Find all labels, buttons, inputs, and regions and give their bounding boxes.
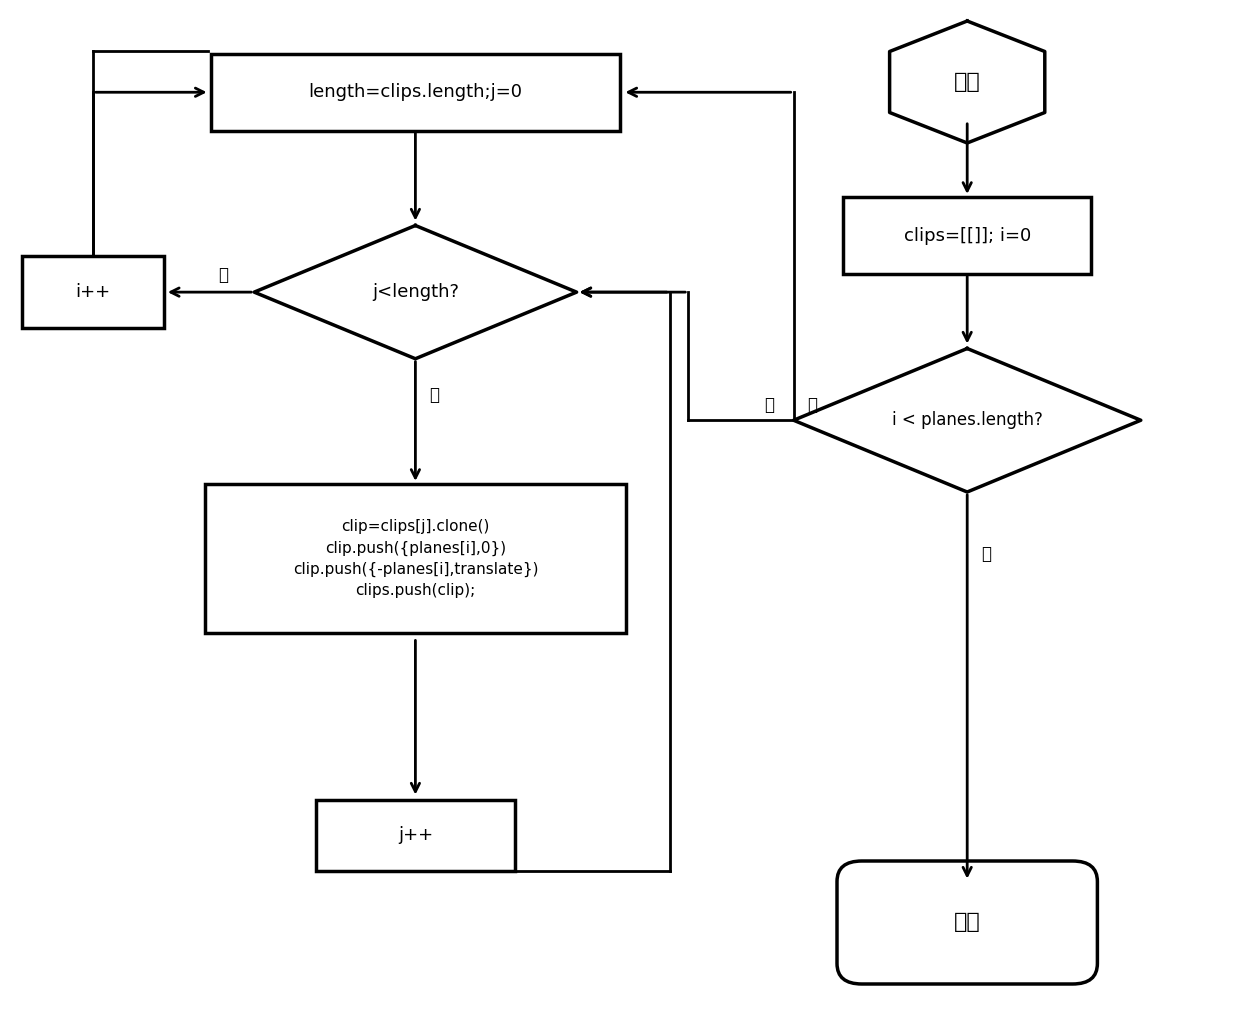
FancyBboxPatch shape: [316, 800, 515, 871]
Text: 否: 否: [218, 265, 228, 284]
Text: j<length?: j<length?: [372, 283, 459, 301]
Polygon shape: [889, 20, 1045, 142]
Text: clip=clips[j].clone()
clip.push({planes[i],0})
clip.push({-planes[i],translate}): clip=clips[j].clone() clip.push({planes[…: [293, 520, 538, 598]
Text: j++: j++: [398, 826, 433, 845]
Text: 是: 是: [764, 396, 774, 414]
Polygon shape: [794, 348, 1141, 492]
FancyBboxPatch shape: [21, 256, 164, 328]
Text: 是: 是: [429, 385, 439, 404]
Text: length=clips.length;j=0: length=clips.length;j=0: [309, 83, 522, 101]
FancyBboxPatch shape: [211, 53, 620, 130]
Text: 否: 否: [981, 544, 991, 563]
Text: i < planes.length?: i < planes.length?: [892, 411, 1043, 429]
FancyBboxPatch shape: [837, 861, 1097, 984]
Text: 开始: 开始: [954, 72, 981, 92]
Text: 是: 是: [807, 396, 817, 414]
FancyBboxPatch shape: [205, 485, 626, 632]
Polygon shape: [254, 226, 577, 359]
Text: i++: i++: [76, 283, 110, 301]
Text: clips=[[]]; i=0: clips=[[]]; i=0: [904, 227, 1030, 245]
Text: 结束: 结束: [954, 912, 981, 933]
FancyBboxPatch shape: [843, 197, 1091, 274]
